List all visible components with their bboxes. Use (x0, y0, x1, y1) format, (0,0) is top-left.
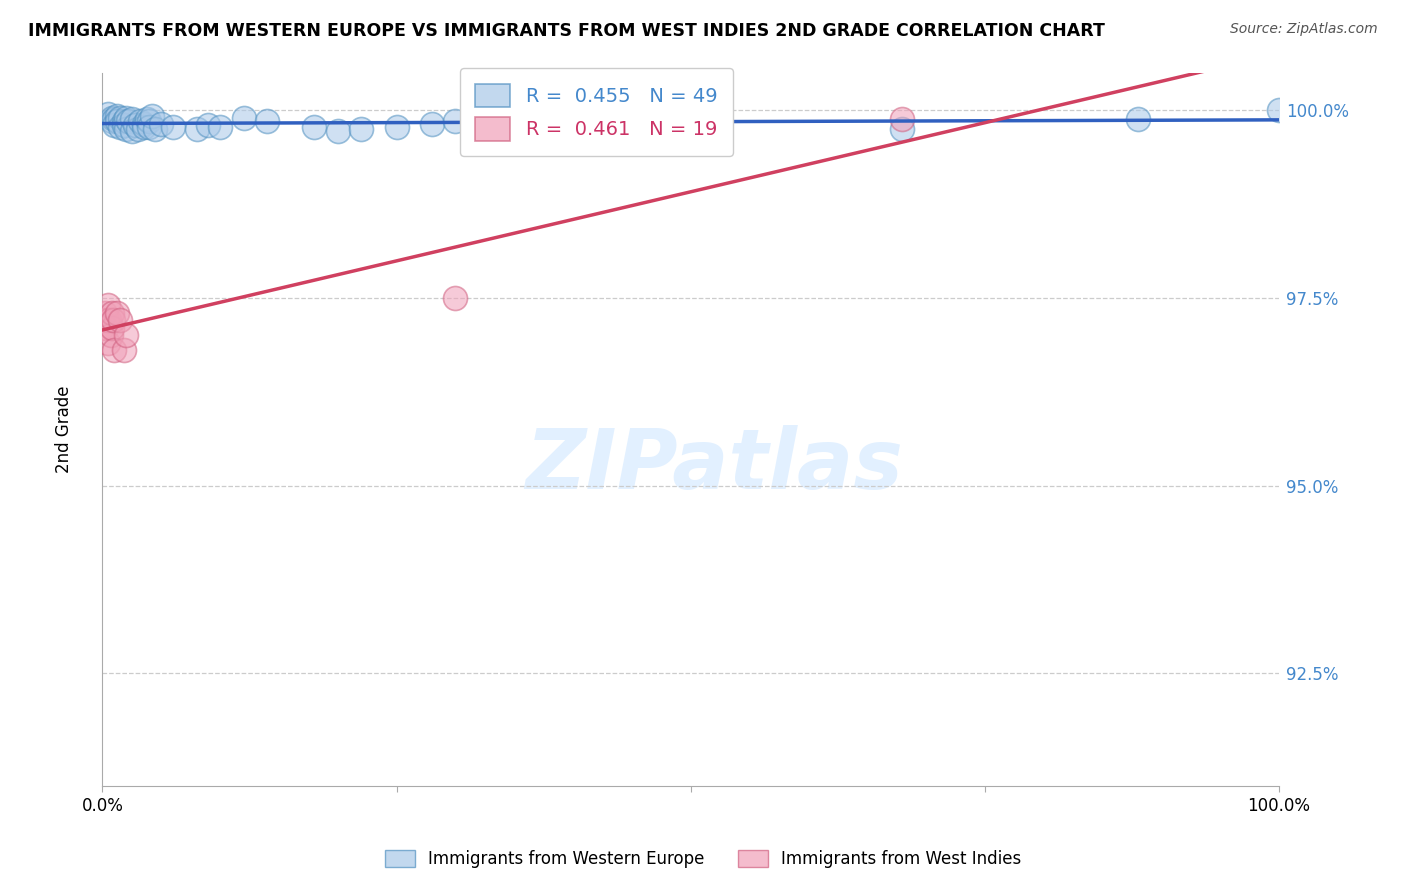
Point (141, 109, 163, 123)
Text: Source: ZipAtlas.com: Source: ZipAtlas.com (1230, 22, 1378, 37)
Point (132, 120, 155, 134)
Point (302, 120, 325, 134)
Point (138, 114, 160, 128)
Point (1126, 112, 1149, 127)
Point (101, 114, 124, 128)
Point (585, 120, 607, 134)
Point (121, 112, 143, 127)
Point (96, 313, 118, 327)
Point (420, 117, 443, 131)
Point (103, 343, 125, 358)
Point (112, 114, 135, 128)
Point (98, 313, 121, 327)
Point (703, 114, 725, 128)
Point (97, 298, 120, 312)
Point (385, 120, 408, 134)
Point (108, 313, 131, 327)
Point (101, 321, 124, 335)
Point (115, 328, 138, 343)
Point (103, 112, 125, 127)
Point (129, 114, 152, 128)
Point (143, 121, 166, 136)
Point (136, 112, 159, 127)
Point (101, 111, 124, 125)
Point (121, 124, 143, 138)
Point (117, 114, 139, 128)
Point (138, 120, 160, 134)
Point (679, 117, 702, 131)
Legend: Immigrants from Western Europe, Immigrants from West Indies: Immigrants from Western Europe, Immigran… (378, 843, 1028, 875)
Point (124, 118, 146, 132)
Point (103, 118, 125, 132)
Point (538, 118, 561, 132)
Point (105, 306, 128, 320)
Point (112, 118, 135, 132)
Point (132, 117, 155, 131)
Point (209, 120, 232, 134)
Point (891, 121, 914, 136)
Point (562, 114, 585, 128)
Point (326, 124, 349, 138)
Point (108, 111, 131, 125)
Point (115, 111, 138, 125)
Text: ZIPatlas: ZIPatlas (526, 425, 903, 506)
Point (105, 109, 128, 123)
Point (503, 112, 526, 127)
Point (891, 112, 914, 127)
Point (91, 313, 114, 327)
Y-axis label: 2nd Grade: 2nd Grade (55, 385, 73, 473)
Point (105, 114, 128, 128)
Point (127, 121, 149, 136)
Point (186, 121, 208, 136)
Point (101, 313, 124, 327)
Point (91, 321, 114, 335)
Point (256, 114, 278, 128)
Point (350, 121, 373, 136)
Point (100, 328, 122, 343)
Point (232, 111, 254, 125)
Legend: R =  0.455   N = 49, R =  0.461   N = 19: R = 0.455 N = 49, R = 0.461 N = 19 (460, 68, 733, 156)
Point (94, 306, 117, 320)
Text: IMMIGRANTS FROM WESTERN EUROPE VS IMMIGRANTS FROM WEST INDIES 2ND GRADE CORRELAT: IMMIGRANTS FROM WESTERN EUROPE VS IMMIGR… (28, 22, 1105, 40)
Point (1268, 103, 1291, 117)
Point (108, 120, 131, 134)
Point (101, 306, 124, 320)
Point (150, 117, 173, 131)
Point (197, 118, 219, 132)
Point (162, 120, 184, 134)
Point (112, 343, 135, 358)
Point (444, 291, 467, 305)
Point (620, 111, 643, 125)
Point (444, 114, 467, 128)
Point (97, 107, 120, 121)
Point (94, 321, 117, 335)
Point (97, 335, 120, 350)
Point (115, 121, 138, 136)
